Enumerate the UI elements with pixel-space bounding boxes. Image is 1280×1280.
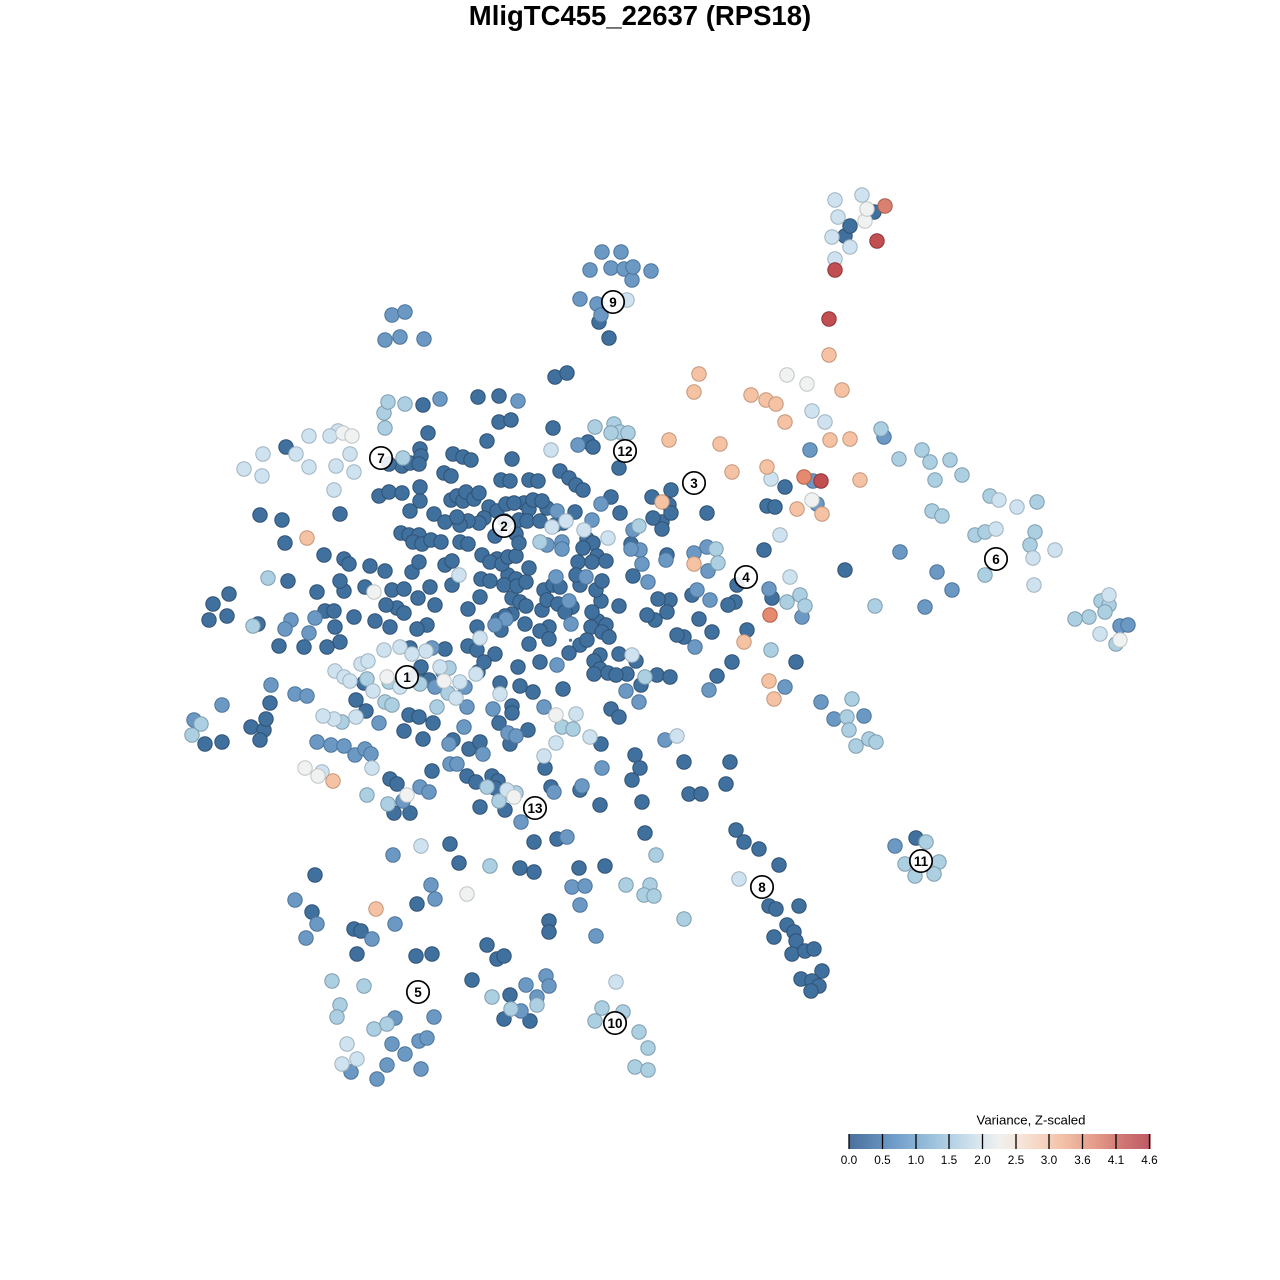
svg-text:1: 1: [403, 670, 411, 685]
svg-text:12: 12: [617, 444, 632, 459]
svg-text:9: 9: [609, 295, 617, 310]
svg-text:0.0: 0.0: [841, 1153, 858, 1167]
svg-text:5: 5: [414, 985, 422, 1000]
svg-text:1.5: 1.5: [941, 1153, 958, 1167]
svg-text:2: 2: [500, 519, 508, 534]
svg-text:3: 3: [690, 476, 698, 491]
svg-text:4.6: 4.6: [1141, 1153, 1158, 1167]
svg-text:6: 6: [992, 552, 1000, 567]
svg-text:0.5: 0.5: [874, 1153, 891, 1167]
svg-text:4: 4: [742, 570, 750, 585]
svg-text:8: 8: [758, 880, 766, 895]
svg-text:2.0: 2.0: [974, 1153, 991, 1167]
svg-text:7: 7: [377, 451, 385, 466]
svg-text:13: 13: [527, 801, 543, 816]
svg-text:11: 11: [914, 854, 929, 869]
svg-text:2.5: 2.5: [1008, 1153, 1025, 1167]
svg-text:3.0: 3.0: [1041, 1153, 1058, 1167]
svg-text:4.1: 4.1: [1108, 1153, 1124, 1167]
svg-text:3.6: 3.6: [1074, 1153, 1091, 1167]
svg-text:1.0: 1.0: [908, 1153, 925, 1167]
svg-text:10: 10: [607, 1016, 622, 1031]
svg-text:Variance, Z-scaled: Variance, Z-scaled: [977, 1113, 1086, 1128]
svg-text:MligTC455_22637 (RPS18): MligTC455_22637 (RPS18): [469, 0, 811, 31]
